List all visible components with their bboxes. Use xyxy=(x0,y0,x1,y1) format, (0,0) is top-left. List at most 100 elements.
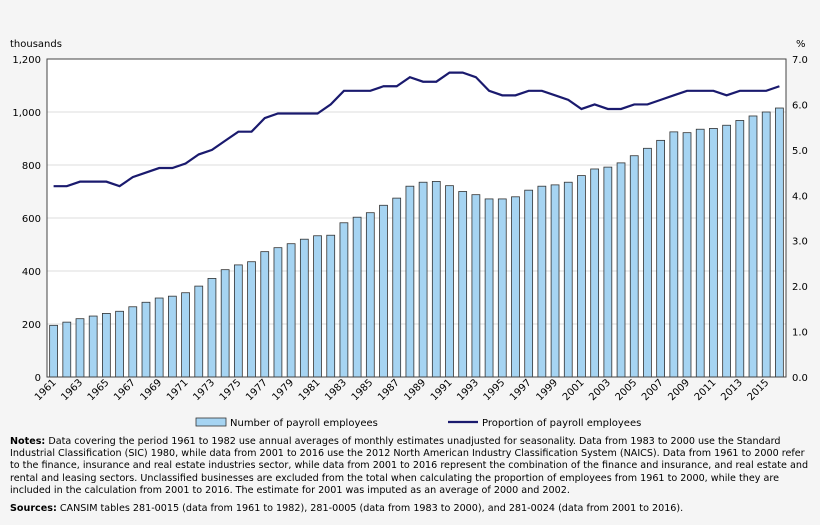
x-tick-label: 1993 xyxy=(455,377,481,403)
bar xyxy=(247,261,256,378)
x-tick-label: 2009 xyxy=(666,377,692,403)
x-tick-label: 1997 xyxy=(508,377,534,403)
bar xyxy=(365,212,375,378)
bar xyxy=(550,184,560,378)
bar xyxy=(194,285,204,378)
bar xyxy=(497,198,507,378)
bar xyxy=(484,198,494,378)
x-tick-label: 1969 xyxy=(139,377,165,403)
sources-label: Sources: xyxy=(10,503,57,514)
x-tick-label: 2001 xyxy=(561,377,587,403)
bar xyxy=(616,162,626,378)
x-tick-label: 2007 xyxy=(640,377,666,403)
left-tick-label: 1,000 xyxy=(12,108,41,119)
x-tick-label: 1975 xyxy=(218,377,244,403)
bar xyxy=(326,234,336,378)
x-tick-label: 1971 xyxy=(165,377,191,403)
x-tick-label: 1999 xyxy=(534,377,560,403)
right-tick-label: 4.0 xyxy=(792,191,808,202)
x-tick-label: 1963 xyxy=(59,377,85,403)
bar xyxy=(775,107,784,378)
bar xyxy=(339,222,349,378)
bar xyxy=(220,269,230,378)
x-tick-label: 1967 xyxy=(112,377,138,403)
right-tick-label: 6.0 xyxy=(792,100,808,111)
bar xyxy=(445,185,454,378)
notes-text: Data covering the period 1961 to 1982 us… xyxy=(10,436,809,496)
x-tick-label: 1965 xyxy=(86,377,112,403)
bar xyxy=(405,185,415,378)
bar xyxy=(563,181,573,378)
bar xyxy=(207,278,217,378)
bar xyxy=(590,168,600,378)
bar xyxy=(75,318,85,378)
x-tick-label: 1979 xyxy=(270,377,296,403)
x-tick-label: 2005 xyxy=(614,377,640,403)
bar xyxy=(128,306,138,378)
bar xyxy=(643,147,652,378)
bar xyxy=(168,295,177,378)
bar xyxy=(49,324,58,378)
x-tick-label: 2003 xyxy=(587,377,613,403)
right-tick-label: 3.0 xyxy=(792,237,808,248)
bar xyxy=(352,216,362,378)
x-tick-label: 2011 xyxy=(693,377,719,403)
bar xyxy=(418,181,428,378)
sources: Sources: CANSIM tables 281-0015 (data fr… xyxy=(10,503,815,514)
bar xyxy=(379,204,388,378)
bar xyxy=(286,243,296,378)
notes-label: Notes: xyxy=(10,436,46,447)
bar xyxy=(761,111,771,378)
chart: 0 200 400 600 800 1,000 1,200 0.0 1.0 2.0 3.0 4.0 5.… xyxy=(10,39,808,429)
legend-bar-label: Number of payroll employees xyxy=(230,418,378,429)
right-tick-label: 0.0 xyxy=(792,373,808,384)
sources-text: CANSIM tables 281-0015 (data from 1961 t… xyxy=(56,503,684,514)
bar xyxy=(392,197,402,378)
x-tick-label: 1991 xyxy=(429,377,455,403)
left-tick-label: 1,200 xyxy=(12,55,41,66)
bar xyxy=(577,175,586,378)
legend-bar-swatch xyxy=(195,417,227,427)
bar xyxy=(181,292,190,378)
right-axis-label: % xyxy=(796,39,806,50)
x-tick-label: 1985 xyxy=(350,377,376,403)
left-tick-label: 400 xyxy=(22,267,41,278)
bar xyxy=(62,321,72,378)
bar xyxy=(524,189,534,378)
bar xyxy=(431,181,441,378)
bar xyxy=(299,238,309,378)
left-tick-label: 600 xyxy=(22,214,41,225)
bar xyxy=(260,251,270,378)
bar xyxy=(709,128,718,378)
x-tick-label: 1981 xyxy=(297,377,323,403)
bar xyxy=(603,166,613,378)
bar xyxy=(511,196,520,378)
left-axis-label: thousands xyxy=(10,39,62,50)
x-tick-label: 1987 xyxy=(376,377,402,403)
bar xyxy=(722,124,731,378)
right-tick-label: 1.0 xyxy=(792,328,808,339)
bar xyxy=(102,312,111,378)
plot-border xyxy=(46,58,787,378)
bar xyxy=(682,132,692,378)
legend-line-label: Proportion of payroll employees xyxy=(482,418,641,429)
bar xyxy=(471,194,481,378)
line-series xyxy=(53,71,780,188)
left-tick-label: 200 xyxy=(22,320,41,331)
x-tick-label: 2013 xyxy=(719,377,745,403)
left-tick-label: 800 xyxy=(22,161,41,172)
bar xyxy=(735,120,745,378)
bar xyxy=(88,315,98,378)
bar xyxy=(669,131,679,378)
bar xyxy=(154,297,164,378)
bar xyxy=(695,128,705,378)
bar xyxy=(458,191,468,378)
bar xyxy=(115,310,124,378)
left-tick-label: 0 xyxy=(35,373,41,384)
x-tick-label: 1977 xyxy=(244,377,270,403)
x-tick-label: 1973 xyxy=(191,377,217,403)
notes: Notes: Data covering the period 1961 to … xyxy=(10,436,815,497)
x-tick-label: 1983 xyxy=(323,377,349,403)
bar xyxy=(748,115,758,378)
right-tick-label: 7.0 xyxy=(792,55,808,66)
